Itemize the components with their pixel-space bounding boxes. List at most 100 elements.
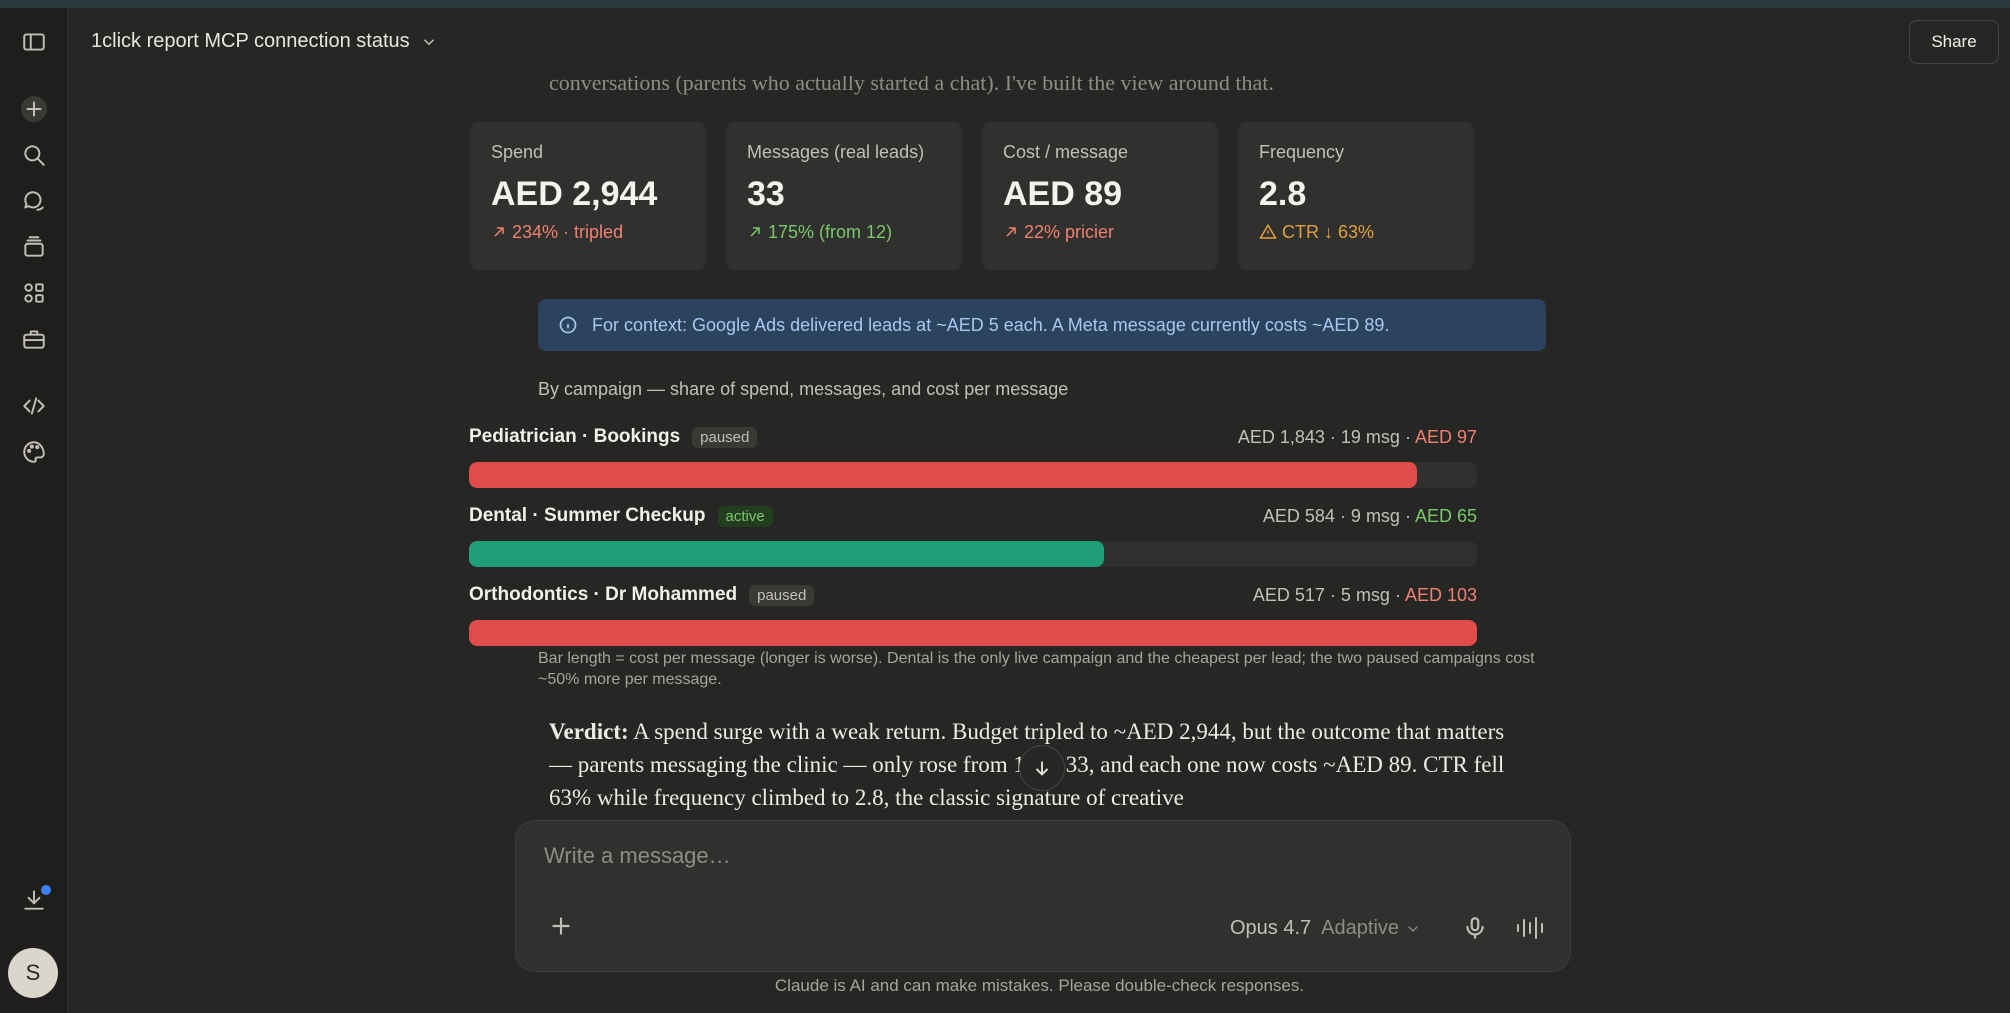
info-banner-text: For context: Google Ads delivered leads … [592, 314, 1390, 335]
campaign-row: Orthodontics · Dr Mohammed paused AED 517 … [469, 582, 1477, 646]
kpi-card: Frequency 2.8 CTR ↓ 63% [1237, 122, 1475, 270]
campaign-row: Dental · Summer Checkup active AED 584 · 9… [469, 503, 1477, 567]
kpi-delta-text: 234% · tripled [512, 222, 624, 242]
campaign-spend-stats: AED 517 · 5 msg · [1252, 584, 1405, 605]
kpi-card: Cost / message AED 89 22% pricier [981, 122, 1219, 270]
campaign-stats: AED 517 · 5 msg · AED 103 [1253, 585, 1477, 606]
sidebar: S [0, 8, 68, 1013]
status-badge: paused [749, 584, 815, 606]
disclaimer: Claude is AI and can make mistakes. Plea… [774, 976, 1305, 995]
kpi-value: AED 2,944 [491, 175, 658, 213]
campaign-cost-per-message: AED 103 [1404, 584, 1477, 605]
kpi-delta: 234% · tripled [491, 222, 685, 243]
campaign-cost-per-message: AED 97 [1414, 426, 1477, 447]
info-banner: For context: Google Ads delivered leads … [538, 299, 1546, 351]
palette-button[interactable] [14, 432, 54, 472]
kpi-delta-text: 175% (from 12) [768, 222, 893, 242]
status-badge: active [717, 505, 773, 527]
campaign-bar-fill [469, 462, 1417, 488]
microphone-icon[interactable] [1462, 915, 1488, 941]
campaign-row: Pediatrician · Bookings paused AED 1,843 ·… [469, 424, 1477, 488]
share-button[interactable]: Share [1909, 20, 1999, 64]
chats-button[interactable] [14, 181, 54, 221]
kpi-label: Frequency [1259, 142, 1345, 162]
warning-icon [1259, 223, 1277, 239]
kpi-delta: CTR ↓ 63% [1259, 222, 1453, 243]
model-selector[interactable]: Opus 4.7 Adaptive [1230, 917, 1421, 940]
kpi-value: 2.8 [1259, 175, 1307, 213]
kpi-card: Messages (real leads) 33 175% (from 12) [725, 122, 963, 270]
chevron-down-icon [423, 38, 434, 45]
mode-label: Adaptive [1321, 917, 1400, 939]
chat-title: 1click report MCP connection status [91, 30, 410, 52]
kpi-label: Spend [491, 142, 544, 162]
toggle-sidebar-button[interactable] [14, 22, 54, 62]
stack-icon [24, 236, 44, 257]
status-badge: paused [692, 426, 758, 448]
campaign-name: Dental · Summer Checkup [469, 505, 706, 526]
plus-circle-icon [21, 96, 47, 122]
kpi-delta-text: CTR ↓ 63% [1282, 222, 1375, 242]
chevron-down-icon [1408, 925, 1418, 932]
message-composer: Write a message… Opus 4.7 Adaptive [515, 820, 1571, 972]
chat-header: 1click report MCP connection status Shar… [69, 8, 2010, 76]
arrow-up-right-icon [494, 227, 504, 237]
shapes-icon [24, 283, 44, 303]
campaign-bar-track [469, 462, 1477, 488]
arrow-down-icon [1035, 761, 1049, 776]
chat-title-menu[interactable]: 1click report MCP connection status [91, 30, 438, 53]
campaign-spend-stats: AED 1,843 · 19 msg · [1237, 426, 1415, 447]
toolbox-icon [23, 330, 45, 349]
code-icon [23, 397, 45, 415]
kpi-delta: 22% pricier [1003, 222, 1197, 243]
kpi-delta: 175% (from 12) [747, 222, 941, 243]
info-icon [559, 316, 577, 334]
campaign-bar-fill [469, 541, 1105, 567]
tools-button[interactable] [14, 319, 54, 359]
message-input[interactable]: Write a message… [544, 843, 731, 868]
kpi-label: Messages (real leads) [747, 142, 925, 162]
campaign-name-group: Orthodontics · Dr Mohammed paused [469, 584, 815, 606]
add-attachment-icon[interactable] [548, 913, 574, 939]
campaign-bar-fill [469, 620, 1477, 646]
main-area: 1click report MCP connection status Shar… [69, 8, 2010, 1013]
arrow-up-right-icon [750, 227, 760, 237]
scroll-to-bottom-button[interactable] [1019, 745, 1065, 791]
sidebar-icon [23, 33, 45, 51]
campaign-bar-track [469, 620, 1477, 646]
voice-mode-icon[interactable] [1514, 915, 1546, 941]
code-button[interactable] [14, 386, 54, 426]
campaign-stats: AED 584 · 9 msg · AED 65 [1263, 506, 1477, 527]
verdict-label: Verdict: [549, 719, 629, 744]
mode-selector[interactable]: Adaptive [1321, 917, 1421, 940]
palette-icon [23, 441, 45, 463]
campaign-name-group: Dental · Summer Checkup active [469, 505, 773, 527]
kpi-delta-text: 22% pricier [1024, 222, 1115, 242]
campaign-section-title: By campaign — share of spend, messages, … [538, 379, 1069, 399]
window-top-bar [0, 0, 2010, 8]
kpi-card: Spend AED 2,944 234% · tripled [469, 122, 707, 270]
download-button[interactable] [14, 880, 54, 920]
kpi-value: AED 89 [1003, 175, 1123, 213]
model-name: Opus 4.7 [1230, 917, 1312, 939]
search-icon [24, 145, 45, 166]
bar-note: Bar length = cost per message (longer is… [538, 650, 1535, 688]
download-icon [24, 890, 44, 910]
campaign-spend-stats: AED 584 · 9 msg · [1262, 505, 1415, 526]
avatar[interactable]: S [8, 948, 58, 998]
campaign-cost-per-message: AED 65 [1414, 505, 1477, 526]
new-chat-button[interactable] [14, 89, 54, 129]
campaign-name-group: Pediatrician · Bookings paused [469, 426, 758, 448]
arrow-up-right-icon [1006, 227, 1016, 237]
artifacts-button[interactable] [14, 273, 54, 313]
campaign-name: Orthodontics · Dr Mohammed [469, 584, 738, 605]
projects-button[interactable] [14, 227, 54, 267]
chat-bubbles-icon [24, 191, 44, 211]
kpi-value: 33 [747, 175, 785, 213]
campaign-stats: AED 1,843 · 19 msg · AED 97 [1238, 427, 1477, 448]
search-button[interactable] [14, 135, 54, 175]
kpi-label: Cost / message [1003, 142, 1129, 162]
campaign-bar-track [469, 541, 1477, 567]
campaign-name: Pediatrician · Bookings [469, 426, 681, 447]
notification-dot [39, 883, 53, 897]
